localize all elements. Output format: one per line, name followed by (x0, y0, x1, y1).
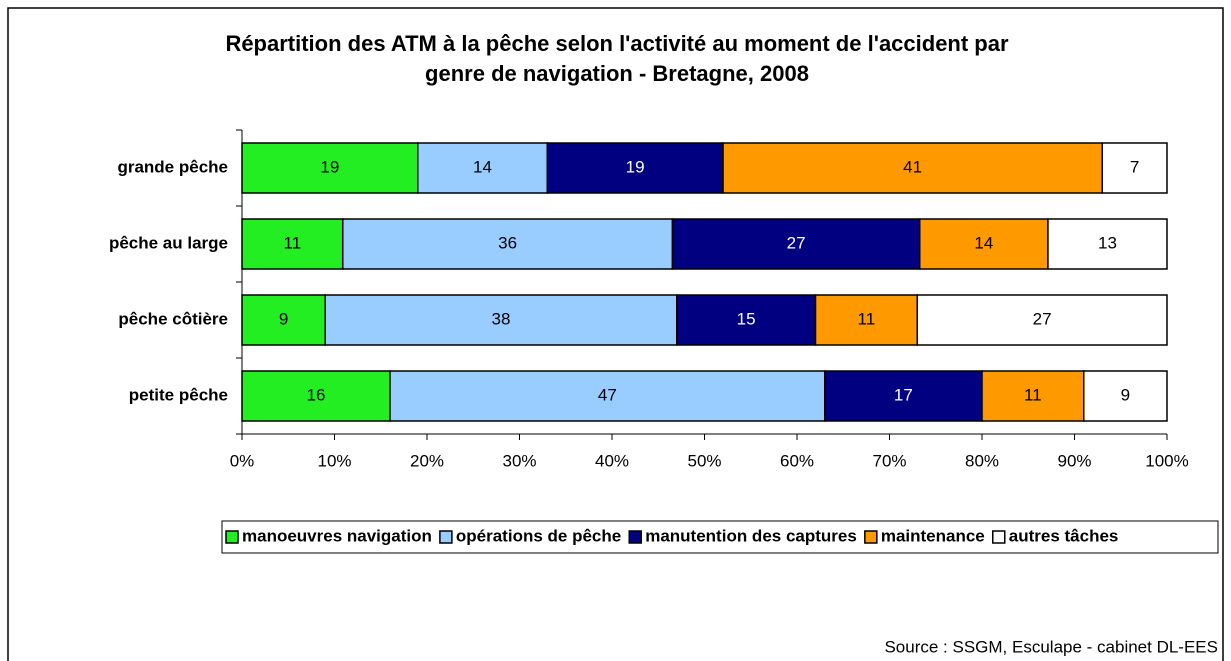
x-tick-label: 0% (230, 451, 255, 470)
data-label: 27 (787, 233, 806, 252)
x-tick-label: 20% (410, 451, 444, 470)
bar-segment (241, 218, 344, 270)
source-note: Source : SSGM, Esculape - cabinet DL-EES (884, 637, 1218, 656)
bar-segment (676, 294, 817, 346)
data-label: 14 (974, 233, 993, 252)
data-label: 7 (1130, 157, 1139, 176)
data-label: 11 (858, 309, 876, 328)
bar-segment (722, 142, 1103, 194)
bar-segment (324, 294, 678, 346)
data-label: 47 (598, 385, 617, 404)
legend-label: autres tâches (1009, 526, 1119, 545)
bar-segment (981, 370, 1085, 422)
x-tick-label: 40% (595, 451, 629, 470)
data-label: 36 (498, 233, 517, 252)
data-label: 27 (1033, 309, 1052, 328)
data-label: 19 (626, 157, 645, 176)
data-label: 9 (1121, 385, 1130, 404)
category-label: pêche côtière (118, 309, 228, 328)
category-label: pêche au large (109, 233, 228, 252)
legend-label: manoeuvres navigation (242, 526, 432, 545)
category-label: petite pêche (129, 385, 228, 404)
chart-title: Répartition des ATM à la pêche selon l'a… (225, 31, 1009, 56)
bar-segment (241, 142, 419, 194)
bar-segment (417, 142, 548, 194)
data-label: 19 (320, 157, 339, 176)
data-label: 13 (1098, 233, 1117, 252)
x-tick-label: 80% (965, 451, 999, 470)
legend-box (221, 520, 1219, 554)
legend-swatch (628, 530, 642, 544)
bar-segment (671, 218, 921, 270)
data-label: 17 (894, 385, 913, 404)
data-label: 38 (492, 309, 511, 328)
data-label: 15 (737, 309, 756, 328)
data-label: 14 (473, 157, 492, 176)
bar-segment (918, 218, 1049, 270)
data-label: 11 (284, 233, 302, 252)
legend-swatch (864, 530, 878, 544)
bar-segment (389, 370, 826, 422)
bar-segment (814, 294, 918, 346)
data-label: 11 (1024, 385, 1042, 404)
category-label: grande pêche (117, 157, 228, 176)
bar-segment (824, 370, 983, 422)
x-tick-label: 10% (317, 451, 351, 470)
x-tick-label: 90% (1057, 451, 1091, 470)
x-tick-label: 70% (872, 451, 906, 470)
bar-segment (341, 218, 674, 270)
bar-segment (916, 294, 1168, 346)
legend-swatch (992, 530, 1006, 544)
data-label: 9 (279, 309, 288, 328)
legend-label: opérations de pêche (456, 526, 621, 545)
bar-segment (1101, 142, 1168, 194)
data-label: 41 (903, 157, 922, 176)
chart-title: genre de navigation - Bretagne, 2008 (425, 61, 809, 86)
data-label: 16 (307, 385, 326, 404)
x-tick-label: 100% (1145, 451, 1188, 470)
x-tick-label: 50% (687, 451, 721, 470)
legend-swatch (439, 530, 453, 544)
x-tick-label: 60% (780, 451, 814, 470)
chart-frame (7, 7, 1224, 661)
bar-segment (1047, 218, 1168, 270)
legend-label: maintenance (881, 526, 985, 545)
x-tick-label: 30% (502, 451, 536, 470)
bar-segment (1083, 370, 1168, 422)
legend-swatch (225, 530, 239, 544)
legend-label: manutention des captures (645, 526, 857, 545)
bar-segment (241, 294, 326, 346)
